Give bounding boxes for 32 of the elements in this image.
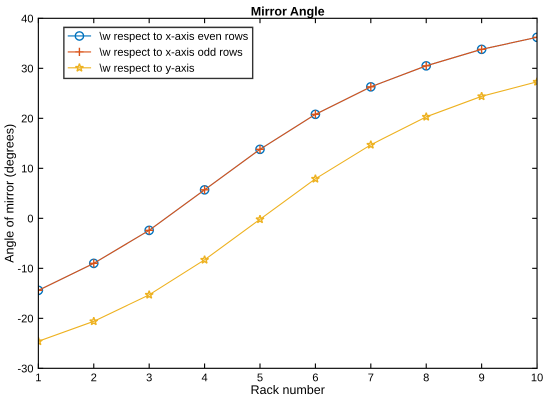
x-tick-label: 3 — [146, 373, 152, 382]
point — [422, 112, 431, 121]
x-tick-label: 9 — [479, 373, 484, 382]
y-tick-label: 40 — [21, 14, 34, 22]
x-axis-title: Rack number — [252, 384, 325, 394]
y-tick-label: -30 — [18, 364, 34, 372]
point — [366, 140, 376, 149]
x-tick-label: 7 — [368, 374, 374, 382]
x-tick-label: 5 — [257, 374, 263, 382]
y-tick-label: 0 — [28, 214, 34, 222]
point — [89, 316, 98, 326]
y-tick-label: -10 — [18, 264, 34, 272]
point — [200, 254, 210, 264]
chart-title: Mirror Angle — [252, 6, 324, 18]
x-tick-label: 2 — [91, 373, 96, 382]
x-tick-label: 6 — [312, 373, 318, 382]
x-tick-label: 10 — [532, 373, 543, 382]
x-tick-label: 4 — [202, 374, 208, 382]
point — [255, 214, 265, 224]
legend-label: \w respect to x-axis even rows — [99, 32, 248, 42]
x-tick-label: 1 — [36, 374, 41, 382]
legend-label: \w respect to y-axis — [99, 64, 194, 74]
y-axis-title: Angle of mirror (degrees) — [4, 124, 16, 263]
point — [310, 174, 320, 183]
y-tick-label: 30 — [22, 64, 34, 72]
point — [144, 290, 154, 299]
point — [476, 91, 486, 100]
y-tick-label: -20 — [18, 314, 34, 322]
x-tick-label: 8 — [424, 373, 429, 382]
y-tick-label: 10 — [22, 164, 34, 172]
legend-label: \w respect to x-axis odd rows — [99, 48, 242, 58]
y-tick-label: 20 — [22, 114, 34, 122]
